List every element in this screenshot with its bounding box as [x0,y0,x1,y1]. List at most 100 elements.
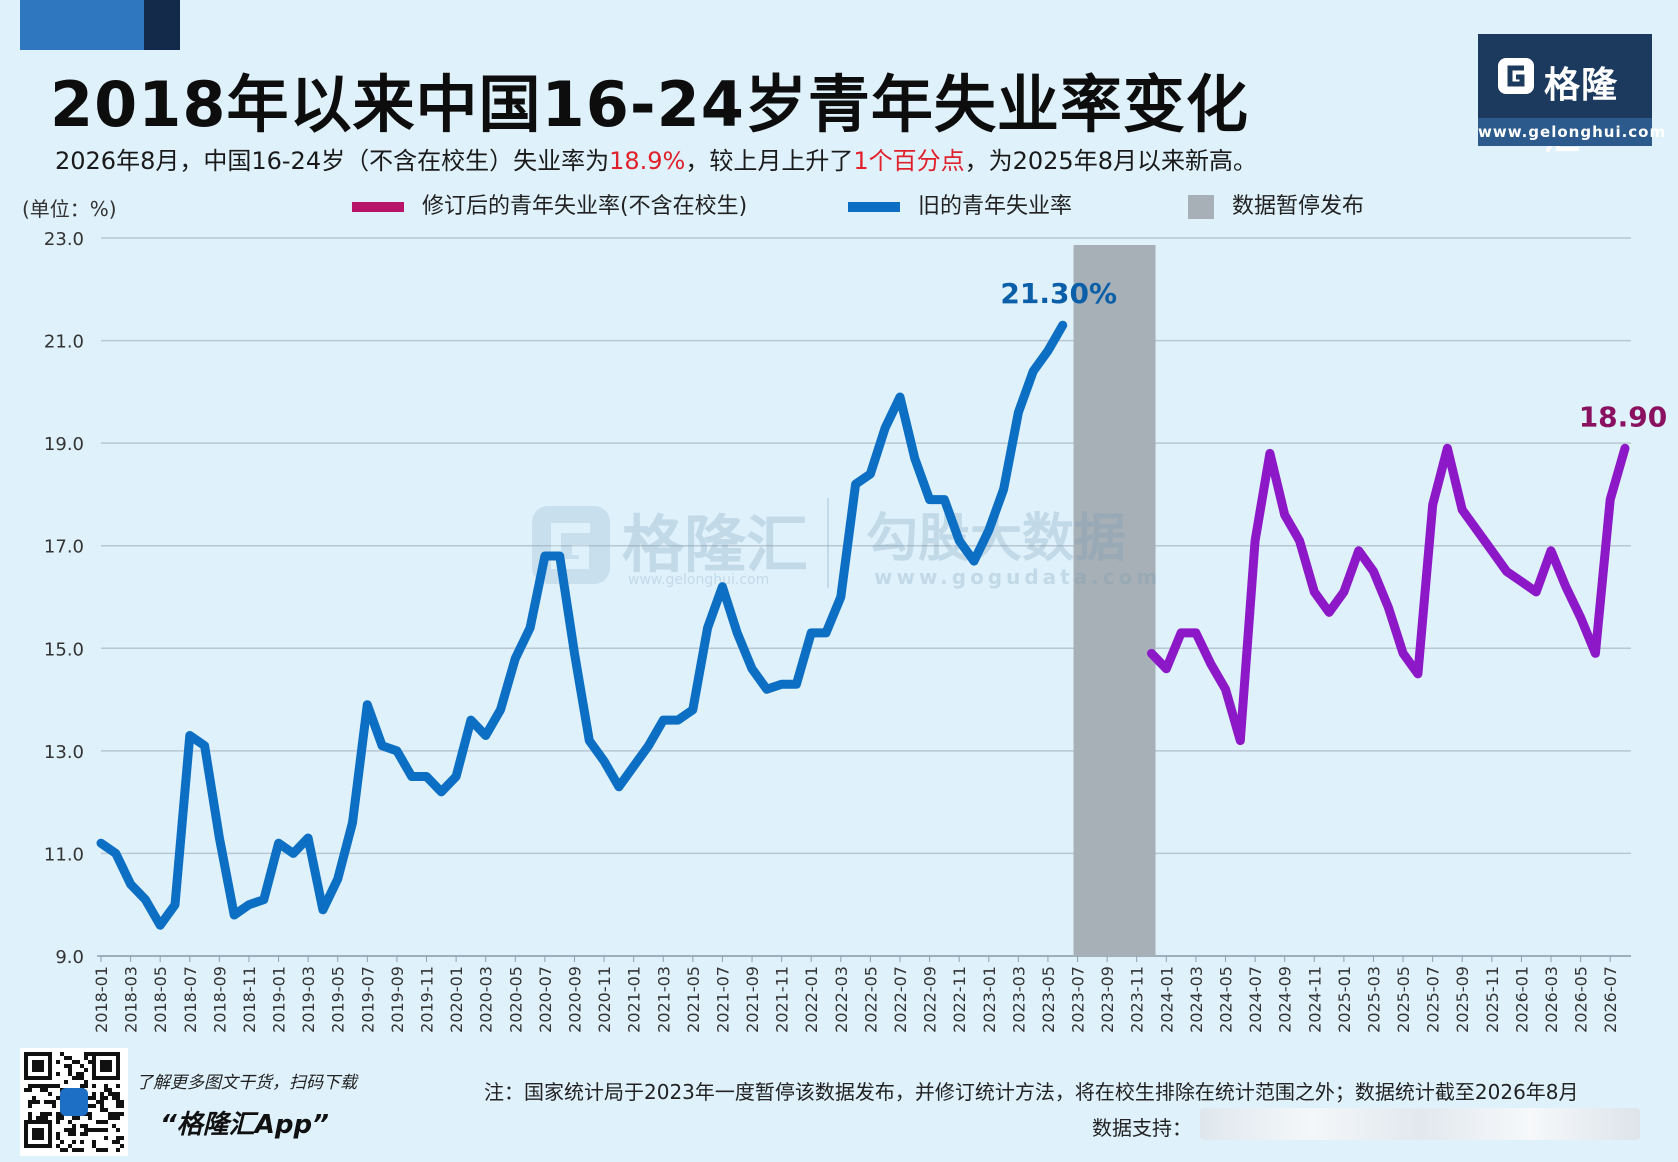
subtitle-value: 18.9% [609,147,686,175]
x-tick-label: 2023-03 [1009,966,1028,1033]
x-tick-label: 2022-03 [832,966,851,1033]
qr-caption: 了解更多图文干货，扫码下载 [136,1073,357,1093]
watermark-logo-icon [532,506,610,584]
x-tick-label: 2024-03 [1187,966,1206,1033]
end-labels: 21.30% 18.90 [1000,277,1667,433]
x-tick-label: 2025-07 [1424,966,1443,1033]
x-tick-label: 2019-05 [329,966,348,1033]
legend-paused-swatch [1188,195,1214,219]
x-tick-label: 2018-09 [210,966,229,1033]
subtitle-change: 1个百分点 [853,147,965,175]
x-tick-label: 2019-03 [299,966,318,1033]
x-tick-label: 2021-07 [713,966,732,1033]
x-tick-label: 2024-05 [1217,966,1236,1033]
x-tick-label: 2018-07 [181,966,200,1033]
x-tick-label: 2024-01 [1157,966,1176,1033]
x-tick-label: 2025-03 [1364,966,1383,1033]
x-tick-label: 2021-11 [773,966,792,1033]
legend-revised-swatch [352,202,404,212]
x-tick-label: 2024-09 [1276,966,1295,1033]
x-tick-label: 2018-01 [92,966,111,1033]
watermark-brand2-url: www.gogudata.com [874,565,1161,589]
legend-revised-label: 修订后的青年失业率(不含在校生) [422,194,748,219]
x-tick-label: 2025-05 [1394,966,1413,1033]
x-tick-label: 2026-07 [1601,966,1620,1033]
legend-old-swatch [848,202,900,212]
x-tick-label: 2020-09 [565,966,584,1033]
qr-app-name: “格隆汇App” [160,1110,329,1140]
x-tick-label: 2023-09 [1098,966,1117,1033]
old-series-line [96,320,1068,930]
x-tick-label: 2021-05 [684,966,703,1033]
x-tick-label: 2023-01 [980,966,999,1033]
x-tick-label: 2019-07 [358,966,377,1033]
y-tick-label: 11.0 [44,844,84,865]
g-logo-icon [1498,58,1534,94]
legend-old: 旧的青年失业率 [848,188,1072,220]
x-tick-label: 2019-11 [418,966,437,1033]
x-tick-label: 2020-01 [447,966,466,1033]
unit-label: (单位：%) [22,197,117,221]
y-tick-label: 13.0 [44,742,84,763]
x-tick-label: 2025-01 [1335,966,1354,1033]
legend-paused-label: 数据暂停发布 [1232,194,1365,219]
revised-series-end-label: 18.90 [1579,400,1668,433]
paused-band [1073,245,1156,956]
x-tick-label: 2022-07 [891,966,910,1033]
old-series-end-label: 21.30% [1000,277,1117,310]
x-tick-label: 2022-05 [861,966,880,1033]
x-tick-label: 2018-03 [122,966,141,1033]
y-tick-label: 15.0 [44,639,84,660]
x-tick-label: 2023-05 [1039,966,1058,1033]
x-tick-label: 2024-11 [1305,966,1324,1033]
y-tick-label: 9.0 [55,947,84,968]
brand-logo[interactable]: 格隆汇 www.gelonghui.com [1478,34,1665,158]
series-lines [96,320,1630,930]
x-tick-label: 2021-09 [743,966,762,1033]
y-tick-label: 17.0 [44,537,84,558]
y-tick-label: 21.0 [44,332,84,353]
brand-url: www.gelonghui.com [1478,118,1665,146]
x-tick-label: 2023-07 [1069,966,1088,1033]
watermark-brand: 格隆汇 [622,508,808,581]
legend-revised: 修订后的青年失业率(不含在校生) [352,188,747,220]
x-tick-label: 2025-09 [1453,966,1472,1033]
x-tick-label: 2023-11 [1128,966,1147,1033]
grid-lines [97,237,1631,957]
x-tick-label: 2026-05 [1572,966,1591,1033]
x-tick-label: 2020-07 [536,966,555,1033]
revised-series-line [1147,443,1630,746]
data-support-blurred [1200,1108,1640,1140]
x-tick-label: 2024-07 [1246,966,1265,1033]
x-tick-label: 2019-01 [270,966,289,1033]
legend-paused: 数据暂停发布 [1188,188,1364,220]
x-tick-label: 2022-01 [802,966,821,1033]
y-axis: 9.0 11.0 13.0 15.0 17.0 19.0 21.0 23.0 [44,229,84,968]
legend-old-label: 旧的青年失业率 [918,194,1073,219]
subtitle-text-2: ，较上月上升了 [685,147,854,175]
x-tick-label: 2018-11 [240,966,259,1033]
x-axis: 2018-01 2018-03 2018-05 2018-07 2018-09 2018-… [92,956,1620,1033]
qr-code-icon[interactable] [20,1048,128,1156]
subtitle-text-1: 2026年8月，中国16-24岁（不含在校生）失业率为 [55,147,610,175]
x-tick-label: 2020-05 [506,966,525,1033]
watermark-brand-url: www.gelonghui.com [628,572,769,588]
y-tick-label: 23.0 [44,229,84,250]
x-tick-label: 2018-05 [151,966,170,1033]
x-tick-label: 2026-01 [1512,966,1531,1033]
page-title: 2018年以来中国16-24岁青年失业率变化 [50,68,1249,141]
x-tick-label: 2020-03 [477,966,496,1033]
x-tick-label: 2022-09 [921,966,940,1033]
x-tick-label: 2025-11 [1483,966,1502,1033]
x-tick-label: 2020-11 [595,966,614,1033]
subtitle-text-3: ，为2025年8月以来新高。 [964,147,1257,175]
page-subtitle: 2026年8月，中国16-24岁（不含在校生）失业率为18.9%，较上月上升了1… [55,141,1257,176]
data-support-label: 数据支持： [1092,1116,1192,1140]
footnote: 注：国家统计局于2023年一度暂停该数据发布，并修订统计方法，将在校生排除在统计… [484,1080,1579,1104]
x-tick-label: 2022-11 [950,966,969,1033]
header-accent-blue [20,0,144,50]
x-tick-label: 2021-01 [625,966,644,1033]
x-tick-label: 2021-03 [654,966,673,1033]
header-accent-navy [144,0,180,50]
y-tick-label: 19.0 [44,434,84,455]
